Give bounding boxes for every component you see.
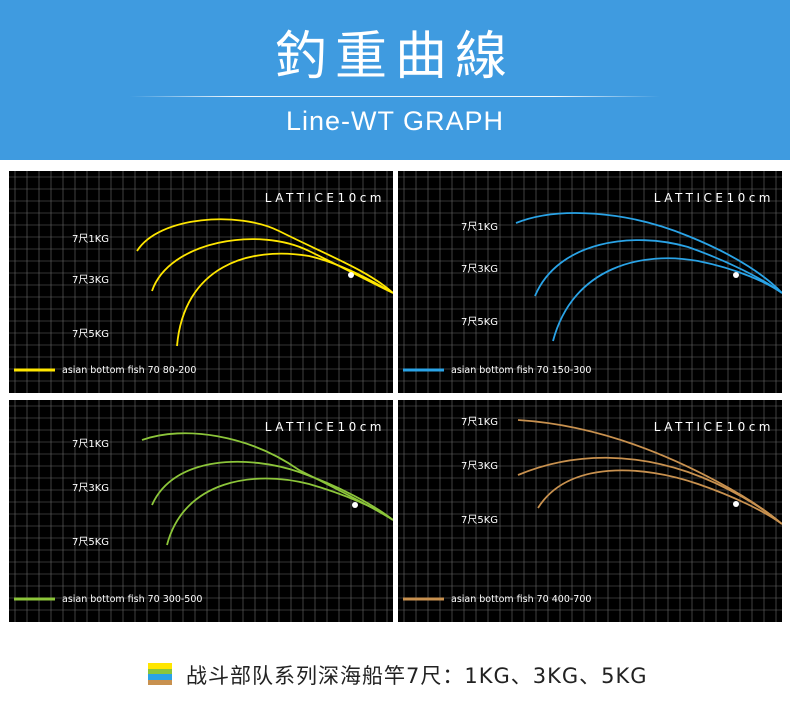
weight-label: 7尺5KG [72,536,109,548]
grid-scale-label: LATTICE10cm [265,420,385,434]
swatch-stripe [148,663,172,669]
title-divider [130,96,660,97]
tip-point [733,501,739,507]
chart-panel-4: LATTICE10cm 7尺1KG 7尺3KG 7尺5KG asian bottom f… [398,400,782,622]
grid-scale-label: LATTICE10cm [265,191,385,205]
weight-label: 7尺1KG [72,438,109,450]
load-curve-3 [176,252,393,347]
tip-point [733,272,739,278]
weight-label: 7尺3KG [72,274,109,286]
grid-lines [9,171,393,393]
load-curve-3 [166,477,393,546]
weight-label: 7尺5KG [72,328,109,340]
weight-label: 7尺5KG [461,514,498,526]
load-curve-1 [136,218,393,294]
weight-label: 7尺3KG [461,263,498,275]
load-curve-3 [537,469,782,525]
legend-label: asian bottom fish 70 150-300 [451,365,591,376]
legend-label: asian bottom fish 70 400-700 [451,594,591,605]
weight-label: 7尺1KG [461,221,498,233]
load-curve-2 [151,460,393,521]
color-swatch [148,663,172,685]
tip-point [348,272,354,278]
chart-svg-2: LATTICE10cm 7尺1KG 7尺3KG 7尺5KG asian bottom f… [398,171,782,393]
chart-panel-3: LATTICE10cm 7尺1KG 7尺3KG 7尺5KG asian bottom f… [9,400,393,622]
weight-label: 7尺1KG [461,416,498,428]
load-curve-3 [552,257,782,342]
grid-scale-label: LATTICE10cm [654,420,774,434]
load-curve-2 [151,238,393,294]
legend-label: asian bottom fish 70 300-500 [62,594,202,605]
chart-svg-3: LATTICE10cm 7尺1KG 7尺3KG 7尺5KG asian bottom f… [9,400,393,622]
page-subtitle: Line-WT GRAPH [285,106,505,136]
load-curve-2 [517,456,782,525]
swatch-stripe [148,674,172,680]
page-title: 釣重曲線 [274,27,515,87]
load-curve-2 [534,239,782,297]
chart-svg-1: LATTICE10cm 7尺1KG 7尺3KG 7尺5KG asian bottom f… [9,171,393,393]
header-banner: 釣重曲線 Line-WT GRAPH [0,0,790,160]
load-curve-1 [515,212,782,294]
chart-panel-1: LATTICE10cm 7尺1KG 7尺3KG 7尺5KG asian bottom f… [9,171,393,393]
swatch-stripe [148,668,172,674]
tip-point [352,502,358,508]
grid-scale-label: LATTICE10cm [654,191,774,205]
chart-panel-2: LATTICE10cm 7尺1KG 7尺3KG 7尺5KG asian bottom f… [398,171,782,393]
weight-label: 7尺3KG [72,482,109,494]
footer-caption: 战斗部队系列深海船竿7尺：1KG、3KG、5KG [186,664,648,688]
weight-label: 7尺5KG [461,316,498,328]
weight-label: 7尺3KG [461,460,498,472]
swatch-stripe [148,679,172,685]
legend-label: asian bottom fish 70 80-200 [62,365,196,376]
chart-svg-4: LATTICE10cm 7尺1KG 7尺3KG 7尺5KG asian bottom f… [398,400,782,622]
weight-label: 7尺1KG [72,233,109,245]
